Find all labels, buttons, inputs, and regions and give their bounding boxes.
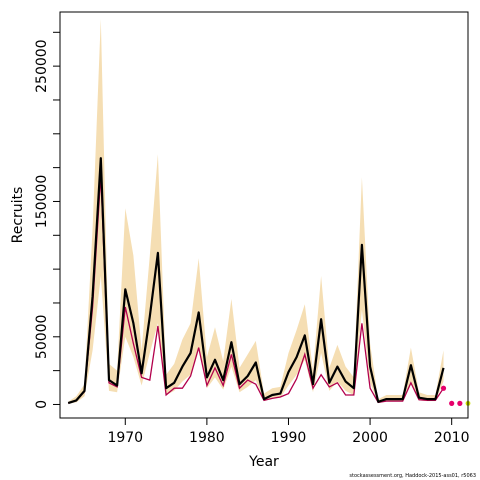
x-tick-label: 2000 <box>352 430 388 446</box>
plot-frame <box>59 11 469 419</box>
confidence-band-layer <box>68 18 444 404</box>
x-axis: 1970 1980 1990 2000 2010 <box>107 418 470 446</box>
projection-point <box>449 400 455 406</box>
projection-point <box>457 400 463 406</box>
projection-point <box>440 385 447 391</box>
x-axis-title: Year <box>248 454 279 470</box>
estimate-series-line <box>67 157 445 405</box>
x-tick-label: 1970 <box>107 430 143 446</box>
confidence-band <box>68 18 444 404</box>
x-tick-label: 1990 <box>271 430 307 446</box>
y-tick-label: 250000 <box>34 39 50 92</box>
y-tick-label: 0 <box>34 400 50 409</box>
footnote: stockassessment.org, Haddock-2015-ass01,… <box>349 473 476 479</box>
y-tick-label: 50000 <box>34 315 50 360</box>
y-axis: 0 50000 150000 250000 <box>34 31 60 409</box>
projection-points-layer <box>440 385 471 406</box>
y-tick-label: 150000 <box>34 175 50 228</box>
x-tick-label: 2010 <box>434 430 470 446</box>
estimate-series-layer <box>67 157 445 405</box>
x-tick-label: 1980 <box>189 430 225 446</box>
y-axis-title: Recruits <box>10 187 26 244</box>
